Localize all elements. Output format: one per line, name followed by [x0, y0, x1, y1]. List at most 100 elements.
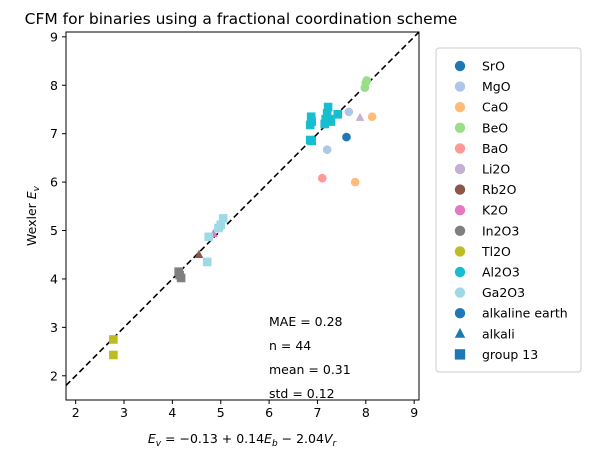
legend-label-13: alkali [482, 326, 515, 341]
point-al2o3-5 [320, 119, 330, 129]
point-cao-1 [367, 112, 377, 122]
plot-border [65, 31, 420, 401]
point-al2o3-10 [326, 117, 336, 126]
y-tick-label: 7 [50, 126, 58, 141]
x-label-v: V [324, 431, 334, 446]
legend-marker-7 [454, 205, 466, 216]
stat-line-3: std = 0.12 [269, 386, 335, 401]
legend-marker-11 [454, 287, 466, 298]
point-al2o3-1 [307, 136, 316, 146]
plot-frame [66, 32, 419, 400]
stats-annotation: MAE = 0.28 n = 44 mean = 0.31 std = 0.12 [269, 314, 351, 401]
x-label-mid: − 2.04 [278, 431, 324, 446]
y-tick-label: 9 [50, 29, 58, 44]
point-tl2o-0 [109, 335, 118, 344]
point-ga2o3-0 [202, 257, 212, 267]
legend-frame [435, 47, 582, 373]
point-ga2o3-3 [216, 220, 226, 230]
legend-marker-12 [454, 308, 466, 319]
legend: SrO MgO CaO BeO BaO Li2O Rb2O K2O In2O3 Tl2O Al2O3… [435, 47, 582, 373]
legend-label-8: In2O3 [482, 223, 519, 238]
x-tick-label: 3 [120, 405, 128, 420]
legend-label-0: SrO [482, 59, 505, 74]
point-bao-0 [317, 173, 327, 183]
legend-marker-9 [454, 246, 466, 257]
stat-line-0: MAE = 0.28 [269, 314, 343, 329]
y-tick-label: 4 [50, 271, 58, 286]
legend-label-7: K2O [482, 203, 508, 218]
point-al2o3-3 [306, 112, 316, 122]
legend-label-9: Tl2O [481, 244, 511, 259]
x-tick-label: 5 [217, 405, 225, 420]
points-layer [109, 76, 377, 360]
legend-label-4: BaO [482, 141, 508, 156]
legend-label-10: Al2O3 [482, 265, 520, 280]
reference-line-layer [65, 31, 420, 387]
x-label-v-sub: r [332, 439, 337, 449]
point-in2o3-2 [175, 270, 184, 280]
point-mgo-1 [344, 107, 354, 117]
legend-marker-1 [454, 81, 466, 92]
point-sro-0 [342, 132, 351, 142]
legend-label-1: MgO [482, 79, 511, 94]
legend-marker-5 [454, 163, 466, 175]
point-beo-2 [362, 76, 372, 85]
point-tl2o-1 [109, 350, 118, 360]
y-label-main: Wexler [24, 199, 39, 246]
legend-marker-13 [454, 327, 466, 338]
stat-line-2: mean = 0.31 [269, 362, 351, 377]
legend-marker-10 [454, 266, 466, 278]
x-label-eb: E [264, 431, 272, 446]
point-ga2o3-1 [204, 232, 213, 242]
legend-label-3: BeO [482, 120, 508, 135]
y-label-e-sub: v [32, 185, 42, 191]
x-axis: 2 3 4 5 6 7 8 9 [72, 400, 418, 420]
legend-marker-3 [454, 122, 466, 133]
x-tick-label: 9 [410, 405, 418, 420]
legend-items: SrO MgO CaO BeO BaO Li2O Rb2O K2O In2O3 Tl2O Al2O3… [454, 59, 568, 362]
chart-title: CFM for binaries using a fractional coor… [25, 10, 458, 28]
y-tick-label: 2 [50, 368, 58, 383]
point-li2o-0 [355, 112, 365, 121]
plot-area [65, 31, 420, 401]
point-al2o3-11 [333, 110, 343, 119]
y-tick-label: 8 [50, 78, 58, 93]
stat-line-1: n = 44 [269, 338, 311, 353]
point-al2o3-4 [307, 117, 316, 126]
x-tick-label: 6 [265, 405, 273, 420]
y-axis-label: Wexler Ev [24, 185, 42, 246]
y-tick-label: 3 [50, 320, 58, 335]
x-label-rest: = −0.13 + 0.14 [161, 431, 264, 446]
x-label-e-sub: v [156, 439, 162, 449]
legend-marker-6 [454, 184, 466, 195]
legend-label-11: Ga2O3 [482, 285, 525, 300]
legend-label-6: Rb2O [482, 182, 517, 197]
point-rb2o-0 [194, 249, 204, 258]
y-label-e: E [24, 191, 39, 199]
legend-label-12: alkaline earth [482, 306, 568, 321]
point-ga2o3-4 [218, 214, 228, 223]
x-tick-label: 8 [362, 405, 370, 420]
point-mgo-0 [322, 145, 332, 154]
legend-label-5: Li2O [482, 162, 510, 177]
x-label-e: E [148, 431, 156, 446]
point-cao-0 [350, 177, 360, 187]
x-tick-label: 2 [72, 405, 80, 420]
legend-label-2: CaO [482, 100, 508, 115]
y-tick-label: 5 [50, 223, 58, 238]
point-al2o3-8 [323, 102, 333, 112]
x-label-eb-sub: b [272, 439, 278, 449]
point-al2o3-7 [322, 109, 332, 118]
legend-marker-2 [454, 102, 466, 113]
legend-label-14: group 13 [482, 347, 538, 362]
legend-marker-0 [454, 60, 466, 72]
legend-marker-4 [454, 143, 466, 154]
x-tick-label: 4 [168, 405, 176, 420]
y-tick-label: 6 [50, 175, 58, 190]
legend-marker-14 [454, 349, 466, 360]
identity-line [65, 31, 420, 387]
x-tick-label: 7 [313, 405, 321, 420]
x-axis-label: Ev = −0.13 + 0.14Eb − 2.04Vr [148, 431, 338, 449]
legend-marker-8 [454, 225, 466, 236]
